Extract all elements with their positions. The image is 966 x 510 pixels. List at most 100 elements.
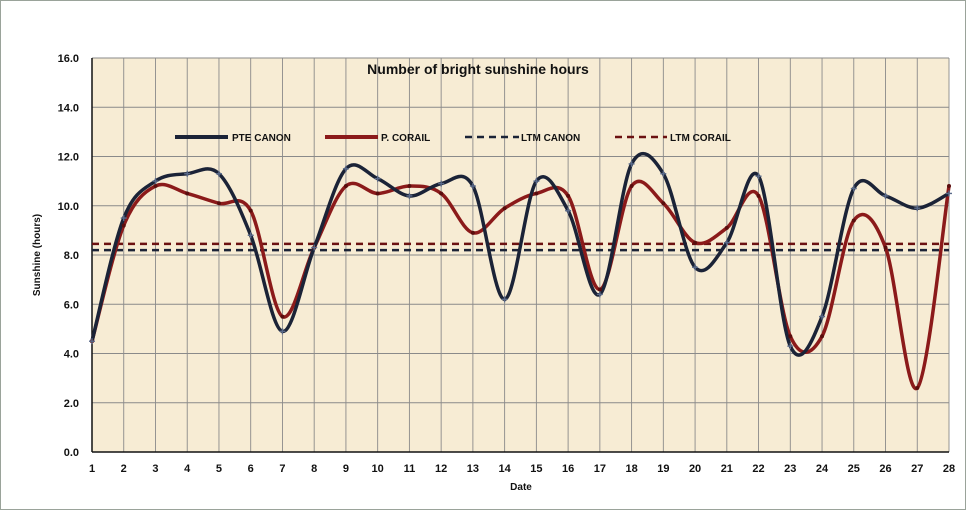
x-tick-label: 23 <box>784 463 796 475</box>
x-tick-label: 4 <box>184 463 191 475</box>
data-point-pte-canon <box>89 338 95 345</box>
data-point-p-corail <box>248 208 253 213</box>
legend-item-p-corail: P. CORAIL <box>325 133 430 144</box>
data-point-pte-canon <box>946 190 952 197</box>
data-point-p-corail <box>693 240 698 245</box>
legend-label-ltm-corail: LTM CORAIL <box>670 133 731 144</box>
data-point-pte-canon <box>660 170 667 177</box>
x-tick-label: 6 <box>248 463 254 475</box>
data-point-p-corail <box>216 201 221 206</box>
y-tick-label: 16.0 <box>58 53 79 65</box>
data-point-pte-canon <box>850 185 857 192</box>
y-tick-label: 6.0 <box>64 299 79 311</box>
y-tick-label: 8.0 <box>64 250 79 262</box>
series-lines <box>90 151 951 390</box>
y-tick-label: 10.0 <box>58 201 79 213</box>
y-tick-label: 14.0 <box>58 102 79 114</box>
x-tick-label: 7 <box>279 463 285 475</box>
series-markers <box>89 160 952 390</box>
x-tick-label: 18 <box>625 463 637 475</box>
chart-title: Number of bright sunshine hours <box>367 61 589 77</box>
y-tick-labels: 0.0 2.0 4.0 6.0 8.0 10.0 12.0 14.0 16.0 <box>58 53 79 459</box>
y-tick-label: 12.0 <box>58 152 79 164</box>
x-tick-labels: 1 2 3 4 5 6 7 8 9 10 11 12 13 14 15 16 17 18 19 20 21 22 23 24 2… <box>89 463 955 475</box>
data-point-pte-canon <box>628 160 635 167</box>
data-point-pte-canon <box>565 207 572 214</box>
data-point-pte-canon <box>342 165 349 172</box>
legend-label-ltm-canon: LTM CANON <box>521 133 580 144</box>
data-point-p-corail <box>470 230 475 235</box>
x-tick-label: 17 <box>594 463 606 475</box>
data-point-pte-canon <box>723 239 730 246</box>
x-axis-title: Date <box>510 482 532 493</box>
x-tick-label: 22 <box>752 463 764 475</box>
y-tick-label: 0.0 <box>64 447 79 459</box>
x-tick-label: 25 <box>848 463 860 475</box>
data-point-p-corail <box>661 201 666 206</box>
x-tick-label: 16 <box>562 463 574 475</box>
data-point-pte-canon <box>438 180 445 187</box>
data-point-pte-canon <box>247 232 254 239</box>
data-point-p-corail <box>883 245 888 250</box>
data-point-p-corail <box>153 184 158 189</box>
series-line-pte-canon <box>90 151 950 357</box>
data-point-pte-canon <box>819 313 826 320</box>
x-tick-label: 26 <box>879 463 891 475</box>
data-point-p-corail <box>280 314 285 319</box>
y-axis-title: Sunshine (hours) <box>32 214 43 296</box>
data-point-p-corail <box>947 184 951 189</box>
data-point-p-corail <box>851 218 856 223</box>
x-tick-label: 5 <box>216 463 222 475</box>
data-point-p-corail <box>756 193 761 198</box>
x-tick-label: 14 <box>499 463 512 475</box>
legend-item-pte-canon: PTE CANON <box>175 133 291 144</box>
data-point-pte-canon <box>533 178 540 185</box>
data-point-pte-canon <box>755 173 762 180</box>
x-tick-label: 1 <box>89 463 95 475</box>
x-tick-label: 10 <box>372 463 384 475</box>
series-line-p-corail <box>90 179 951 390</box>
x-tick-label: 21 <box>721 463 733 475</box>
data-point-p-corail <box>915 385 920 390</box>
data-point-pte-canon <box>692 264 699 271</box>
data-point-p-corail <box>439 191 444 196</box>
y-tick-label: 2.0 <box>64 398 79 410</box>
x-tick-label: 3 <box>152 463 158 475</box>
x-tick-label: 27 <box>911 463 923 475</box>
data-point-pte-canon <box>914 205 921 212</box>
data-point-p-corail <box>629 184 634 189</box>
x-tick-label: 28 <box>943 463 955 475</box>
x-tick-label: 2 <box>121 463 127 475</box>
data-point-p-corail <box>407 184 412 189</box>
legend-label-p-corail: P. CORAIL <box>381 133 430 144</box>
data-point-pte-canon <box>215 170 222 177</box>
legend-label-pte-canon: PTE CANON <box>232 133 291 144</box>
legend-item-ltm-corail: LTM CORAIL <box>615 133 731 144</box>
data-point-pte-canon <box>501 296 508 303</box>
data-point-pte-canon <box>374 175 381 182</box>
data-point-p-corail <box>121 223 126 228</box>
data-point-p-corail <box>566 193 571 198</box>
x-tick-label: 19 <box>657 463 669 475</box>
data-point-p-corail <box>343 184 348 189</box>
data-point-p-corail <box>185 191 190 196</box>
data-point-pte-canon <box>120 215 127 222</box>
x-tick-label: 9 <box>343 463 349 475</box>
x-tick-label: 15 <box>530 463 542 475</box>
data-point-pte-canon <box>469 183 476 190</box>
data-point-pte-canon <box>311 244 318 251</box>
data-point-pte-canon <box>184 170 191 177</box>
data-point-p-corail <box>788 334 793 339</box>
x-tick-label: 13 <box>467 463 479 475</box>
data-point-p-corail <box>724 225 729 230</box>
data-point-p-corail <box>597 287 602 292</box>
data-point-p-corail <box>502 206 507 211</box>
legend-item-ltm-canon: LTM CANON <box>465 133 580 144</box>
x-tick-label: 24 <box>816 463 829 475</box>
y-tick-label: 4.0 <box>64 349 79 361</box>
data-point-pte-canon <box>279 328 286 335</box>
data-point-p-corail <box>820 334 825 339</box>
data-point-pte-canon <box>787 343 794 350</box>
x-tick-label: 11 <box>404 463 416 475</box>
